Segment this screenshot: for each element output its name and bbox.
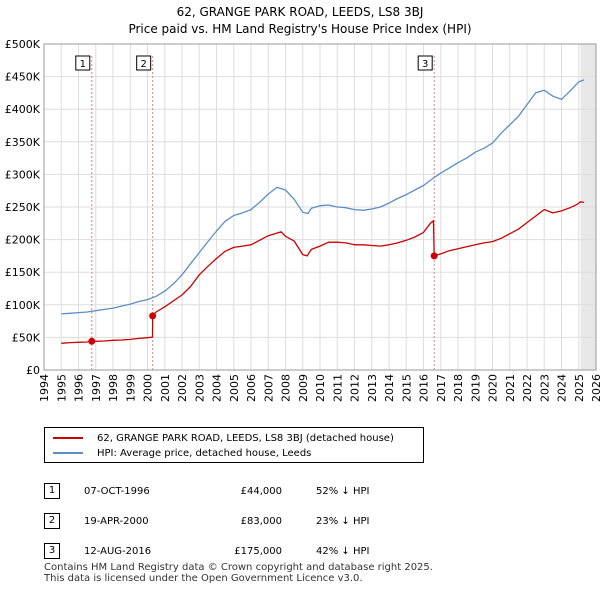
transaction-price: £83,000 — [240, 515, 282, 527]
sale-label-box — [75, 55, 91, 71]
transactions-table: 1 07-OCT-1996 £44,000 52% ↓ HPI 2 19-APR… — [44, 476, 369, 566]
x-tick-label: 2026 — [590, 374, 600, 402]
x-tick-label: 2003 — [193, 374, 206, 402]
y-tick-label: £500K — [5, 38, 41, 51]
transaction-date: 12-AUG-2016 — [84, 545, 152, 557]
x-tick-label: 2006 — [245, 374, 258, 402]
legend-swatch-property — [53, 437, 83, 439]
x-tick-label: 1999 — [124, 374, 137, 402]
x-tick-label: 2007 — [262, 374, 275, 402]
x-tick-label: 2009 — [297, 374, 310, 402]
y-tick-label: £150K — [5, 266, 41, 279]
x-tick-label: 2013 — [366, 374, 379, 402]
x-tick-label: 2015 — [400, 374, 413, 402]
x-tick-label: 2012 — [349, 374, 362, 402]
y-tick-label: £50K — [12, 331, 41, 344]
chart-title-line1: 62, GRANGE PARK ROAD, LEEDS, LS8 3BJ — [176, 5, 424, 19]
y-tick-label: £100K — [5, 299, 41, 312]
sale-labels: 1 2 3 — [75, 55, 433, 71]
footer-licence: This data is licensed under the Open Gov… — [44, 573, 363, 584]
chart-legend: 62, GRANGE PARK ROAD, LEEDS, LS8 3BJ (de… — [44, 427, 424, 463]
transaction-price: £44,000 — [240, 485, 282, 497]
series-group — [61, 79, 585, 344]
y-tick-label: £200K — [5, 234, 41, 247]
table-row: 1 07-OCT-1996 £44,000 52% ↓ HPI — [44, 476, 369, 506]
chart-title: 62, GRANGE PARK ROAD, LEEDS, LS8 3BJ Pri… — [0, 4, 600, 38]
sale-label-box — [417, 55, 433, 71]
table-row: 2 19-APR-2000 £83,000 23% ↓ HPI — [44, 506, 369, 536]
x-tick-label: 2011 — [331, 374, 344, 402]
footer-copyright: Contains HM Land Registry data © Crown c… — [44, 562, 433, 573]
x-tick-label: 2020 — [487, 374, 500, 402]
x-tick-label: 2005 — [228, 374, 241, 402]
price-chart: 1 2 3 £0 £50K £100K £150K £200K £250K £300K £350K… — [5, 38, 600, 402]
plot-frame — [43, 43, 597, 371]
x-tick-label: 2022 — [521, 374, 534, 402]
transaction-number: 2 — [44, 513, 60, 529]
x-tick-label: 2016 — [418, 374, 431, 402]
legend-item-hpi: HPI: Average price, detached house, Leed… — [53, 446, 311, 460]
x-tick-label: 2001 — [159, 374, 172, 402]
y-tick-label: £250K — [5, 201, 41, 214]
transaction-hpi: 23% ↓ HPI — [316, 515, 370, 527]
x-tick-label: 2023 — [538, 374, 551, 402]
transaction-number: 1 — [44, 483, 60, 499]
x-tick-label: 2025 — [573, 374, 586, 402]
property-series-line — [61, 201, 585, 344]
x-tick-label: 1998 — [107, 374, 120, 402]
y-tick-label: £0 — [26, 364, 40, 377]
table-row: 3 12-AUG-2016 £175,000 42% ↓ HPI — [44, 536, 369, 566]
x-tick-label: 2019 — [469, 374, 482, 402]
transaction-date: 19-APR-2000 — [84, 515, 149, 527]
legend-label-property: 62, GRANGE PARK ROAD, LEEDS, LS8 3BJ (de… — [97, 432, 394, 444]
x-tick-label: 2024 — [556, 374, 569, 402]
x-tick-label: 2017 — [435, 374, 448, 402]
sale-label-box — [136, 55, 152, 71]
transaction-hpi: 52% ↓ HPI — [316, 485, 370, 497]
x-tick-label: 1996 — [73, 374, 86, 402]
x-tick-label: 2002 — [176, 374, 189, 402]
x-axis-ticks: 1994 1995 1996 1997 1998 1999 2000 2001 2002 2003… — [38, 374, 600, 402]
y-tick-label: £300K — [5, 168, 41, 181]
footer: Contains HM Land Registry data © Crown c… — [44, 562, 433, 584]
x-tick-label: 2018 — [452, 374, 465, 402]
sale-points — [88, 252, 438, 345]
x-tick-label: 2014 — [383, 374, 396, 402]
x-tick-label: 1995 — [55, 374, 68, 402]
sale-label-number: 2 — [140, 59, 146, 70]
y-tick-label: £350K — [5, 136, 41, 149]
legend-swatch-hpi — [53, 452, 83, 454]
transaction-date: 07-OCT-1996 — [84, 485, 150, 497]
transaction-number: 3 — [44, 543, 60, 559]
x-tick-label: 2000 — [142, 374, 155, 402]
sale-label-number: 3 — [422, 59, 428, 70]
y-tick-label: £450K — [5, 71, 41, 84]
sale-point — [430, 252, 438, 260]
sale-point — [88, 337, 96, 345]
sale-label-number: 1 — [80, 59, 86, 70]
legend-item-property: 62, GRANGE PARK ROAD, LEEDS, LS8 3BJ (de… — [53, 431, 394, 445]
y-tick-label: £400K — [5, 103, 41, 116]
chart-title-line2: Price paid vs. HM Land Registry's House … — [128, 22, 472, 36]
x-tick-label: 2010 — [314, 374, 327, 402]
x-tick-label: 2008 — [280, 374, 293, 402]
y-axis-ticks: £0 £50K £100K £150K £200K £250K £300K £350K £400… — [5, 38, 41, 377]
sale-point — [149, 312, 157, 320]
x-tick-label: 2021 — [504, 374, 517, 402]
transaction-price: £175,000 — [234, 545, 282, 557]
hpi-series-line — [61, 79, 585, 315]
legend-label-hpi: HPI: Average price, detached house, Leed… — [97, 447, 312, 459]
grid-lines — [43, 43, 597, 371]
transaction-hpi: 42% ↓ HPI — [316, 545, 370, 557]
x-tick-label: 1997 — [90, 374, 103, 402]
x-tick-label: 2004 — [211, 374, 224, 402]
x-tick-label: 1994 — [38, 374, 51, 402]
